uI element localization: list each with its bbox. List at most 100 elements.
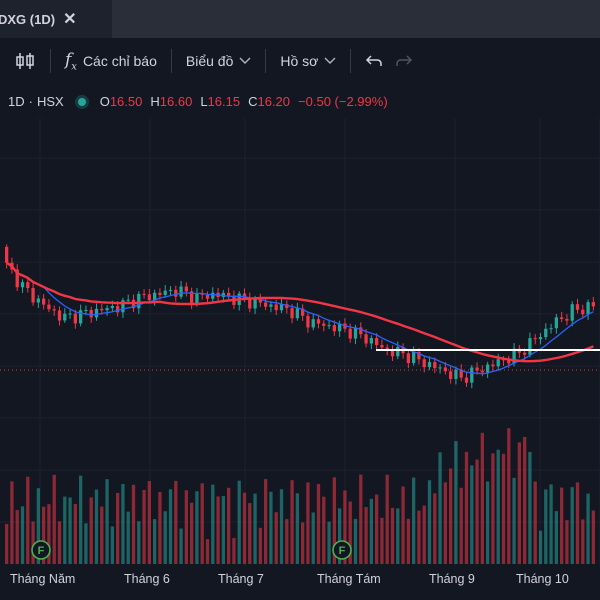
- volume-bar: [142, 490, 146, 564]
- volume-bar: [348, 501, 352, 564]
- time-axis-label: Tháng Năm: [10, 572, 76, 586]
- volume-bar: [15, 510, 19, 564]
- volume-bar: [470, 465, 474, 564]
- toolbar-divider: [170, 49, 172, 73]
- volume-bar: [554, 511, 558, 564]
- candle-body: [15, 269, 19, 288]
- chart-tab[interactable]: DXG (1D) ✕: [0, 0, 112, 38]
- candle-body: [285, 304, 289, 309]
- candle-body: [327, 325, 331, 327]
- candle-body: [174, 289, 178, 297]
- candle-body: [470, 367, 474, 383]
- chevron-down-icon: [324, 57, 336, 64]
- candle-body: [417, 352, 421, 360]
- volume-bar: [512, 477, 516, 564]
- candle-body: [575, 304, 580, 310]
- volume-bar: [232, 538, 236, 564]
- candle-body: [137, 293, 141, 309]
- candle-body: [84, 309, 88, 311]
- time-axis: Tháng Năm Tháng 6 Tháng 7 Tháng Tám Tháng 9 T…: [0, 566, 600, 600]
- volume-bar: [89, 497, 93, 564]
- candle-body: [227, 292, 231, 296]
- candle-body: [523, 352, 527, 355]
- volume-bar: [422, 505, 426, 564]
- volume-bar: [274, 512, 278, 564]
- indicators-label: Các chỉ báo: [82, 53, 157, 69]
- candle-body: [353, 327, 358, 339]
- volume-bar: [221, 495, 225, 564]
- volume-bar: [565, 520, 569, 564]
- candle-body: [380, 344, 384, 348]
- volume-bar: [480, 432, 484, 564]
- volume-bar: [68, 497, 72, 564]
- volume-bar: [137, 521, 141, 564]
- chart-type-dropdown[interactable]: Biểu đồ: [180, 45, 257, 77]
- volume-bar: [295, 493, 299, 564]
- candle-body: [375, 338, 379, 345]
- candle-body: [438, 367, 442, 369]
- volume-bar: [184, 490, 188, 564]
- time-axis-label: Tháng Tám: [317, 572, 381, 586]
- redo-button[interactable]: [389, 45, 419, 77]
- time-axis-label: Tháng 9: [429, 572, 475, 586]
- candle-body: [507, 360, 511, 364]
- volume-bar: [131, 484, 136, 564]
- candle-body: [211, 292, 215, 299]
- volume-bar: [306, 482, 310, 564]
- low-value: 16.15: [207, 94, 241, 109]
- open-label: O: [99, 94, 110, 109]
- tab-title: DXG (1D): [0, 11, 56, 27]
- indicators-button[interactable]: fx Các chỉ báo: [59, 45, 163, 77]
- volume-bar: [147, 481, 151, 564]
- volume-bar: [501, 453, 506, 564]
- volume-bar: [475, 459, 479, 564]
- candle-body: [390, 349, 395, 357]
- volume-bar: [544, 489, 548, 564]
- candles-button[interactable]: [0, 45, 42, 77]
- candle-body: [158, 292, 162, 295]
- candle-body: [26, 282, 30, 289]
- ohlc-legend: 1D · HSX O 16.50 H 16.60 L 16.15 C 16.20 −0.…: [8, 94, 388, 109]
- candle-body: [126, 299, 130, 301]
- candle-body: [560, 317, 564, 319]
- candle-body: [311, 319, 315, 328]
- close-icon[interactable]: ✕: [63, 11, 77, 28]
- candle-body: [549, 328, 553, 330]
- volume-bar: [153, 519, 157, 564]
- volume-bar: [290, 480, 294, 564]
- profile-dropdown[interactable]: Hồ sơ: [274, 45, 342, 77]
- open-value: 16.50: [109, 94, 143, 109]
- volume-bar: [179, 528, 183, 564]
- volume-bar: [84, 523, 88, 564]
- volume-bar: [316, 484, 321, 564]
- undo-icon: [366, 55, 383, 66]
- low-label: L: [200, 94, 208, 109]
- undo-button[interactable]: [359, 45, 389, 77]
- candle-body: [163, 290, 167, 295]
- candle-body: [179, 286, 183, 297]
- volume-bar: [401, 486, 405, 564]
- volume-bar: [364, 506, 368, 564]
- candle-body: [279, 304, 284, 311]
- volume-bar: [116, 492, 120, 564]
- ma-slow-line: [5, 261, 594, 363]
- high-label: H: [150, 94, 160, 109]
- candle-body: [449, 371, 453, 379]
- volume-bar: [427, 480, 432, 564]
- volume-bar: [36, 488, 40, 564]
- candle-body: [295, 308, 299, 319]
- candle-body: [427, 362, 432, 368]
- candle-body: [36, 298, 40, 303]
- volume-bar: [591, 510, 595, 564]
- candle-body: [491, 364, 495, 367]
- volume-bar: [353, 518, 358, 564]
- candle-body: [554, 317, 558, 329]
- candle-body: [306, 315, 310, 328]
- volume-bar: [322, 496, 326, 564]
- volume-bar: [301, 522, 305, 564]
- volume-bar: [327, 521, 331, 564]
- volume-bar: [100, 506, 104, 564]
- volume-bar: [158, 491, 162, 564]
- volume-bar: [205, 539, 210, 564]
